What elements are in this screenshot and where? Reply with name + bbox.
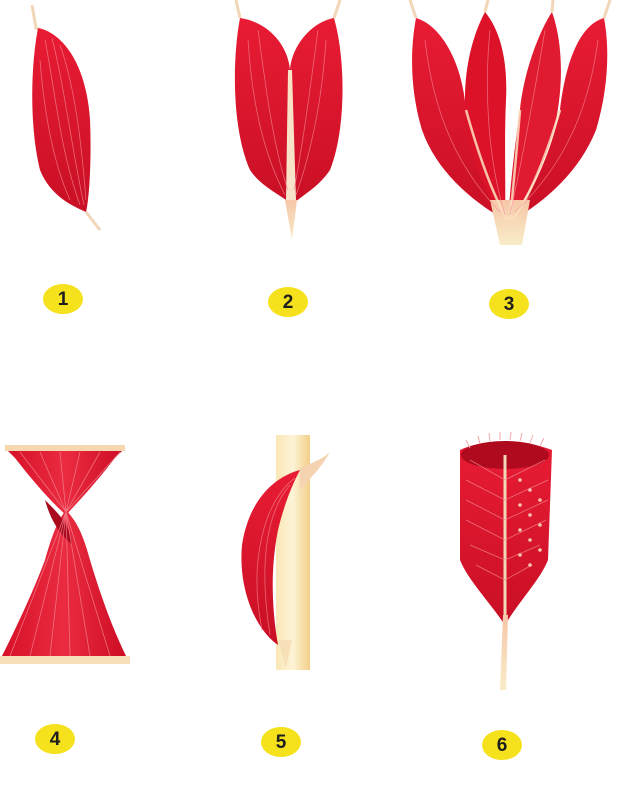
label-2: 2	[282, 291, 294, 313]
label-badge-5: 5	[261, 727, 301, 757]
muscle-1-fusiform	[30, 4, 102, 231]
label-badge-6: 6	[482, 730, 522, 760]
label-5: 5	[275, 731, 287, 753]
label-1: 1	[57, 288, 69, 310]
muscle-4-twisted	[0, 445, 130, 664]
label-3: 3	[503, 293, 515, 315]
label-6: 6	[496, 734, 508, 756]
label-badge-2: 2	[268, 287, 308, 317]
muscle-6-multipennate	[460, 431, 552, 690]
label-badge-1: 1	[43, 284, 83, 314]
muscle-2-two-heads	[234, 0, 343, 240]
muscle-3-multi-head	[408, 0, 612, 245]
label-badge-3: 3	[489, 289, 529, 319]
label-badge-4: 4	[35, 724, 75, 754]
label-4: 4	[49, 728, 61, 750]
muscle-5-curved-over-bone	[241, 435, 330, 670]
